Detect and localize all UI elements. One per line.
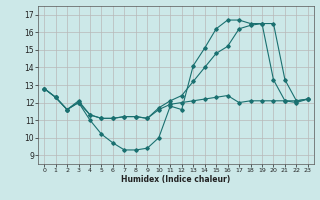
X-axis label: Humidex (Indice chaleur): Humidex (Indice chaleur) bbox=[121, 175, 231, 184]
